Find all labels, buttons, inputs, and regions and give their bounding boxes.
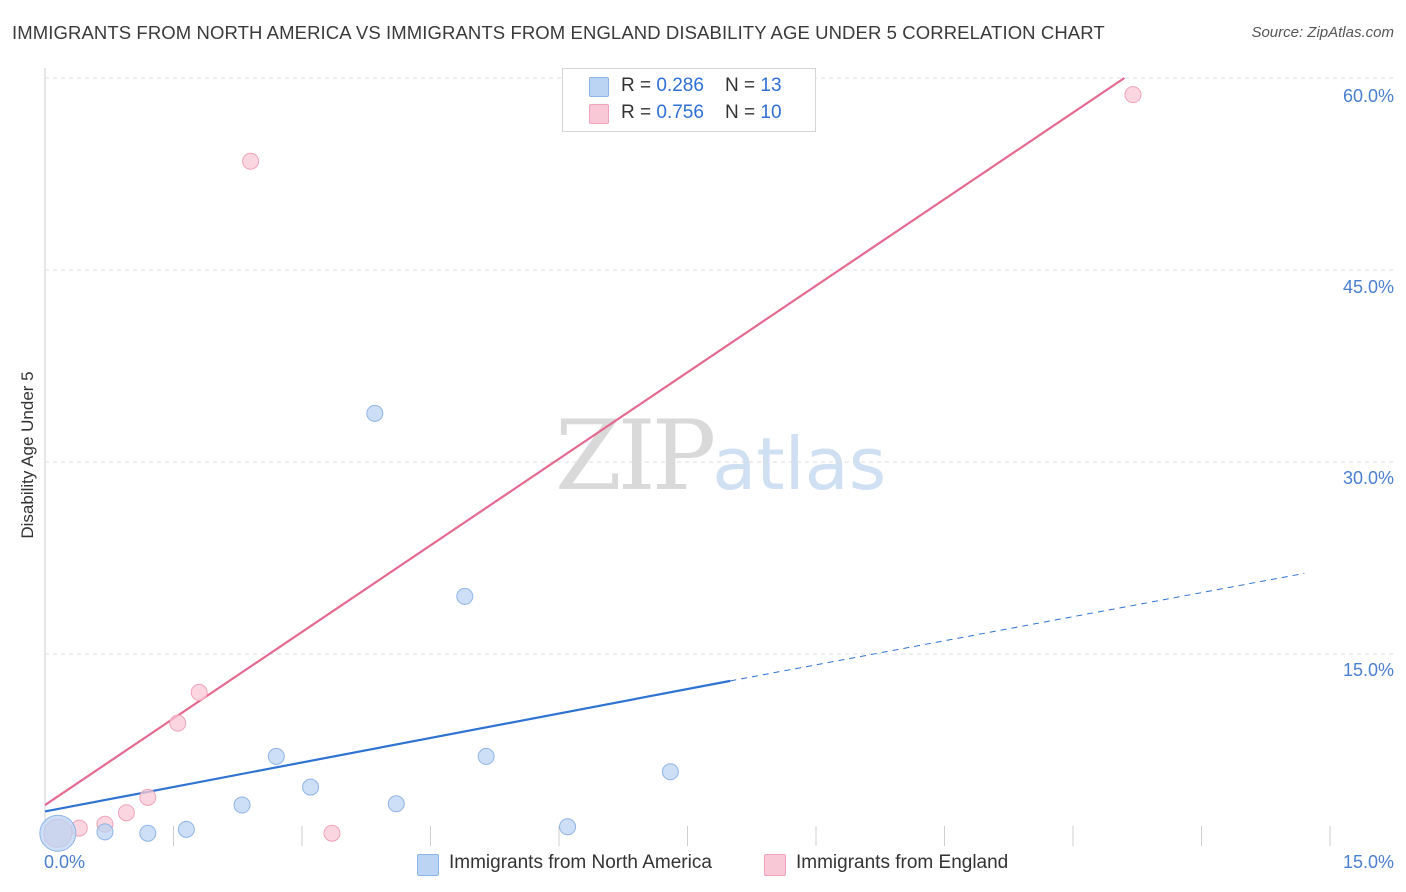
y-tick-label: 60.0% [1342,86,1394,106]
watermark: ZIPatlas [555,400,886,512]
data-point-north-america [233,796,251,814]
data-point-north-america [139,824,157,842]
data-point-north-america [267,747,285,765]
x-tick-label: 15.0% [1342,852,1394,872]
data-point-north-america [456,587,474,605]
legend-r-label: R = [621,75,657,96]
data-point-north-america [661,763,679,781]
trend-line-north-america [44,679,731,813]
data-point-north-america [96,823,114,841]
data-point-north-america [39,814,77,852]
x-tick-label: 0.0% [44,852,86,872]
legend-n-value: 13 [760,75,782,96]
chart-title: IMMIGRANTS FROM NORTH AMERICA VS IMMIGRA… [12,22,1105,43]
trend-line-north-america-extension [730,572,1305,682]
data-point-north-america [477,747,495,765]
legend-swatch-blue [417,854,439,876]
data-point-england [1124,86,1142,104]
data-point-england [139,788,157,806]
legend-r-label: R = [621,102,657,123]
data-point-england [242,152,260,170]
correlation-legend: R = 0.286 N = 13 R = 0.756 N = 10 [562,68,816,132]
source-label: Source: ZipAtlas.com [1251,24,1394,41]
data-point-north-america [559,818,577,836]
data-point-north-america [366,404,384,422]
watermark-atlas: atlas [712,422,887,506]
legend-n-label: N = [725,102,761,123]
data-point-north-america [302,778,320,796]
data-point-england [323,824,341,842]
legend-swatch-pink [589,104,609,124]
data-point-north-america [177,820,195,838]
legend-n-label: N = [725,75,761,96]
legend-swatch-blue [589,77,609,97]
watermark-zip: ZIP [555,400,716,512]
legend-label: Immigrants from North America [449,852,712,873]
legend-swatch-pink [764,854,786,876]
data-point-england [190,683,208,701]
y-tick-label: 15.0% [1342,660,1394,680]
data-point-england [117,804,135,822]
legend-r-value: 0.286 [656,75,704,96]
legend-label: Immigrants from England [796,852,1009,873]
data-point-england [169,714,187,732]
data-point-north-america [387,795,405,813]
y-tick-label: 45.0% [1342,277,1394,297]
y-tick-label: 30.0% [1342,468,1394,488]
trend-line-england [44,77,1126,806]
legend-n-value: 10 [760,102,782,123]
legend-r-value: 0.756 [656,102,704,123]
